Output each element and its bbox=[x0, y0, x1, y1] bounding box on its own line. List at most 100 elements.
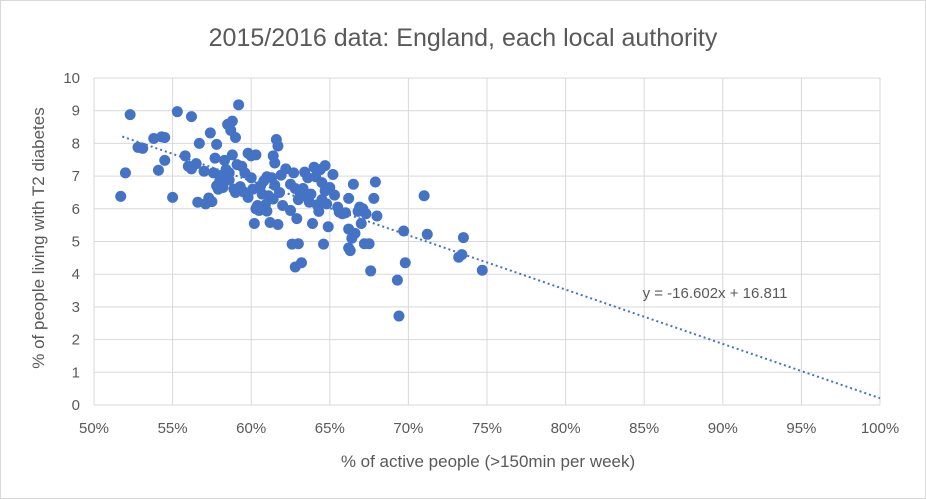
data-point bbox=[456, 249, 468, 261]
data-point bbox=[418, 190, 430, 202]
data-point bbox=[159, 154, 171, 166]
x-tick-label: 100% bbox=[861, 420, 899, 437]
data-point bbox=[349, 227, 361, 239]
data-point bbox=[272, 218, 284, 230]
y-tick-label: 4 bbox=[72, 266, 80, 283]
data-point bbox=[340, 207, 352, 219]
data-point bbox=[343, 192, 355, 204]
y-tick-label: 1 bbox=[72, 364, 80, 381]
data-point bbox=[321, 198, 333, 210]
y-tick-label: 7 bbox=[72, 168, 80, 185]
data-point bbox=[218, 154, 230, 166]
trendline bbox=[121, 135, 881, 400]
data-point bbox=[305, 188, 317, 200]
y-tick-label: 9 bbox=[72, 103, 80, 120]
data-point bbox=[229, 132, 241, 144]
data-point bbox=[476, 264, 488, 276]
data-point bbox=[185, 111, 197, 123]
data-point bbox=[291, 213, 303, 225]
data-point bbox=[198, 165, 210, 177]
data-point bbox=[369, 176, 381, 188]
data-point bbox=[242, 191, 254, 203]
data-point bbox=[209, 152, 221, 164]
x-tick-label: 85% bbox=[629, 420, 659, 437]
data-point bbox=[365, 265, 377, 277]
data-point bbox=[137, 142, 149, 154]
data-point bbox=[296, 257, 308, 269]
data-point bbox=[344, 245, 356, 257]
y-axis-label: % of people living with T2 diabetes bbox=[29, 107, 48, 368]
data-point bbox=[273, 186, 285, 198]
y-tick-label: 5 bbox=[72, 234, 80, 251]
data-point bbox=[119, 167, 131, 179]
data-point bbox=[322, 221, 334, 233]
data-point bbox=[159, 132, 171, 144]
x-axis-label: % of active people (>150min per week) bbox=[341, 452, 635, 471]
y-tick-label: 8 bbox=[72, 135, 80, 152]
data-points bbox=[115, 99, 488, 322]
data-point bbox=[371, 210, 383, 222]
data-point bbox=[190, 158, 202, 170]
data-point bbox=[217, 182, 229, 194]
data-point bbox=[347, 178, 359, 190]
chart-title: 2015/2016 data: England, each local auth… bbox=[209, 24, 718, 52]
data-point bbox=[193, 137, 205, 149]
x-tick-label: 50% bbox=[79, 420, 109, 437]
y-tick-label: 0 bbox=[72, 397, 80, 414]
data-point bbox=[292, 238, 304, 250]
data-point bbox=[226, 115, 238, 127]
data-point bbox=[223, 174, 235, 186]
data-point bbox=[285, 204, 296, 216]
data-point bbox=[226, 149, 238, 161]
data-point bbox=[360, 208, 372, 220]
grid-lines bbox=[93, 77, 881, 406]
data-point bbox=[167, 191, 179, 203]
data-point bbox=[307, 218, 319, 230]
data-point bbox=[393, 310, 405, 322]
data-point bbox=[398, 225, 410, 237]
data-point bbox=[206, 196, 218, 208]
data-point bbox=[211, 138, 223, 150]
x-tick-label: 55% bbox=[158, 420, 188, 437]
data-point bbox=[319, 160, 331, 172]
data-point bbox=[368, 192, 380, 204]
data-point bbox=[261, 205, 273, 217]
data-point bbox=[152, 164, 164, 176]
data-point bbox=[233, 99, 245, 111]
data-point bbox=[457, 232, 469, 244]
y-tick-label: 10 bbox=[63, 70, 80, 87]
x-tick-label: 80% bbox=[551, 420, 581, 437]
y-tick-label: 6 bbox=[72, 201, 80, 218]
data-point bbox=[171, 106, 183, 118]
x-tick-label: 90% bbox=[708, 420, 738, 437]
x-tick-labels: 50% 55% 60% 65% 70% 75% 80% 85% 90% 95% 100% bbox=[79, 420, 899, 437]
data-point bbox=[421, 228, 433, 240]
x-tick-label: 65% bbox=[315, 420, 345, 437]
data-point bbox=[245, 172, 257, 184]
data-point bbox=[179, 150, 191, 162]
data-point bbox=[248, 218, 260, 230]
data-point bbox=[250, 149, 262, 161]
x-tick-label: 60% bbox=[236, 420, 266, 437]
data-point bbox=[272, 140, 284, 152]
data-point bbox=[313, 205, 325, 217]
x-tick-label: 95% bbox=[786, 420, 816, 437]
data-point bbox=[355, 218, 367, 230]
y-tick-label: 3 bbox=[72, 299, 80, 316]
data-point bbox=[399, 257, 411, 269]
data-point bbox=[277, 200, 289, 212]
data-point bbox=[269, 157, 281, 169]
trendline-equation: y = -16.602x + 16.811 bbox=[643, 285, 788, 302]
data-point bbox=[124, 109, 136, 121]
x-tick-label: 70% bbox=[393, 420, 423, 437]
data-point bbox=[288, 167, 300, 179]
data-point bbox=[363, 238, 375, 250]
y-tick-labels: 0 1 2 3 4 5 6 7 8 9 10 bbox=[63, 70, 80, 414]
data-point bbox=[204, 127, 216, 139]
data-point bbox=[391, 274, 403, 286]
data-point bbox=[115, 190, 127, 202]
y-tick-label: 2 bbox=[72, 332, 80, 349]
x-tick-label: 75% bbox=[472, 420, 502, 437]
data-point bbox=[318, 238, 330, 250]
